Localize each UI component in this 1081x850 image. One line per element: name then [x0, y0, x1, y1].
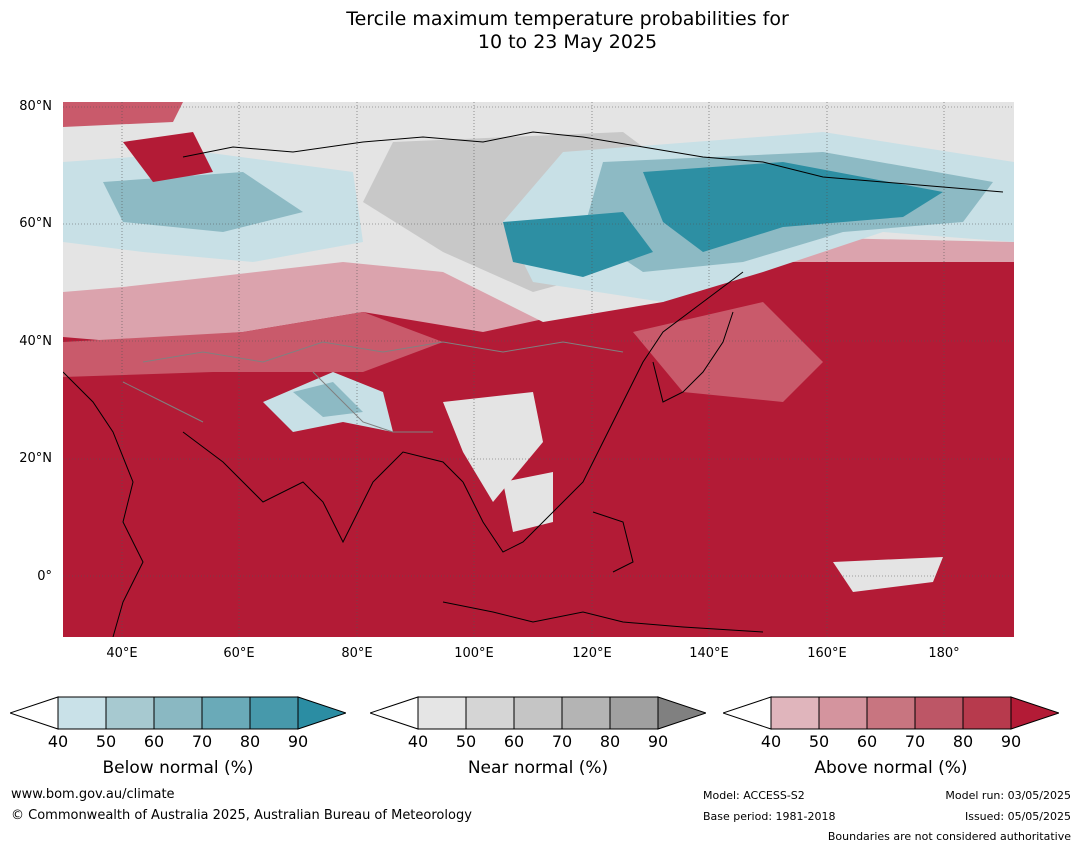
colorbar-below-swatch — [201, 696, 251, 730]
colorbar-above-title: Above normal (%) — [814, 758, 968, 778]
colorbar-below-tick: 80 — [239, 732, 261, 751]
colorbar-above-swatch — [818, 696, 868, 730]
colorbar-below-title: Below normal (%) — [102, 758, 254, 778]
colorbar-near-tick: 50 — [455, 732, 477, 751]
footer-disclaimer: Boundaries are not considered authoritat… — [827, 830, 1071, 843]
lat-label-80n: 80°N — [19, 99, 52, 114]
lon-label-100e: 100°E — [454, 646, 494, 661]
colorbar-above-swatch — [866, 696, 916, 730]
colorbar-below-swatch — [105, 696, 155, 730]
lon-label-80e: 80°E — [341, 646, 373, 661]
colorbar-near-high-arrow — [657, 696, 706, 730]
colorbar-above-swatch — [914, 696, 964, 730]
colorbar-above-tick: 80 — [952, 732, 974, 751]
colorbar-near-swatch — [609, 696, 659, 730]
lon-label-140e: 140°E — [689, 646, 729, 661]
colorbar-below-tick: 60 — [143, 732, 165, 751]
colorbar-above-tick: 40 — [760, 732, 782, 751]
colorbar-above-tick: 70 — [904, 732, 926, 751]
colorbar-above-low-arrow — [723, 696, 772, 730]
footer-copyright: © Commonwealth of Australia 2025, Austra… — [11, 808, 472, 823]
colorbar-below — [10, 696, 346, 756]
title-line-1: Tercile maximum temperature probabilitie… — [346, 8, 789, 30]
footer-base-period: Base period: 1981-2018 — [703, 810, 836, 823]
colorbar-below-low-arrow — [10, 696, 59, 730]
colorbar-above-tick: 50 — [808, 732, 830, 751]
colorbar-below-swatch — [57, 696, 107, 730]
colorbar-near — [370, 696, 706, 756]
colorbar-near-swatch — [417, 696, 467, 730]
footer-model: Model: ACCESS-S2 — [703, 789, 805, 802]
colorbar-below-tick: 50 — [95, 732, 117, 751]
probability-map[interactable] — [63, 102, 1014, 637]
colorbar-below-swatch — [249, 696, 299, 730]
colorbar-below-swatch — [153, 696, 203, 730]
lat-label-40n: 40°N — [19, 334, 52, 349]
footer-issued: Issued: 05/05/2025 — [964, 810, 1071, 823]
lon-label-40e: 40°E — [106, 646, 138, 661]
colorbar-near-tick: 90 — [647, 732, 669, 751]
colorbar-near-swatch — [513, 696, 563, 730]
colorbar-below-tick: 70 — [191, 732, 213, 751]
lat-label-20n: 20°N — [19, 451, 52, 466]
lat-label-0: 0° — [37, 569, 52, 584]
colorbar-above-swatches — [723, 696, 1059, 730]
colorbar-below-high-arrow — [297, 696, 346, 730]
footer-model-run: Model run: 03/05/2025 — [945, 789, 1071, 802]
footer-website-link[interactable]: www.bom.gov.au/climate — [11, 787, 175, 802]
map-canvas — [63, 102, 1014, 637]
lon-label-60e: 60°E — [223, 646, 255, 661]
colorbar-above-swatch — [962, 696, 1012, 730]
lon-label-120e: 120°E — [572, 646, 612, 661]
colorbar-below-tick: 90 — [287, 732, 309, 751]
lat-label-60n: 60°N — [19, 216, 52, 231]
colorbar-near-tick: 60 — [503, 732, 525, 751]
colorbar-near-tick: 40 — [407, 732, 429, 751]
colorbar-above — [723, 696, 1059, 756]
colorbar-near-tick: 70 — [551, 732, 573, 751]
lon-label-160e: 160°E — [807, 646, 847, 661]
colorbar-near-swatch — [561, 696, 611, 730]
colorbar-above-swatch — [770, 696, 820, 730]
colorbar-near-swatches — [370, 696, 706, 730]
title-line-2: 10 to 23 May 2025 — [477, 31, 658, 53]
colorbar-above-tick: 60 — [856, 732, 878, 751]
colorbar-near-tick: 80 — [599, 732, 621, 751]
lon-label-180: 180° — [928, 646, 960, 661]
colorbar-near-swatch — [465, 696, 515, 730]
colorbar-above-high-arrow — [1010, 696, 1059, 730]
colorbar-near-title: Near normal (%) — [467, 758, 609, 778]
colorbar-above-tick: 90 — [1000, 732, 1022, 751]
colorbar-below-swatches — [10, 696, 346, 730]
colorbar-below-tick: 40 — [47, 732, 69, 751]
colorbar-near-low-arrow — [370, 696, 419, 730]
chart-title: Tercile maximum temperature probabilitie… — [0, 8, 1081, 54]
